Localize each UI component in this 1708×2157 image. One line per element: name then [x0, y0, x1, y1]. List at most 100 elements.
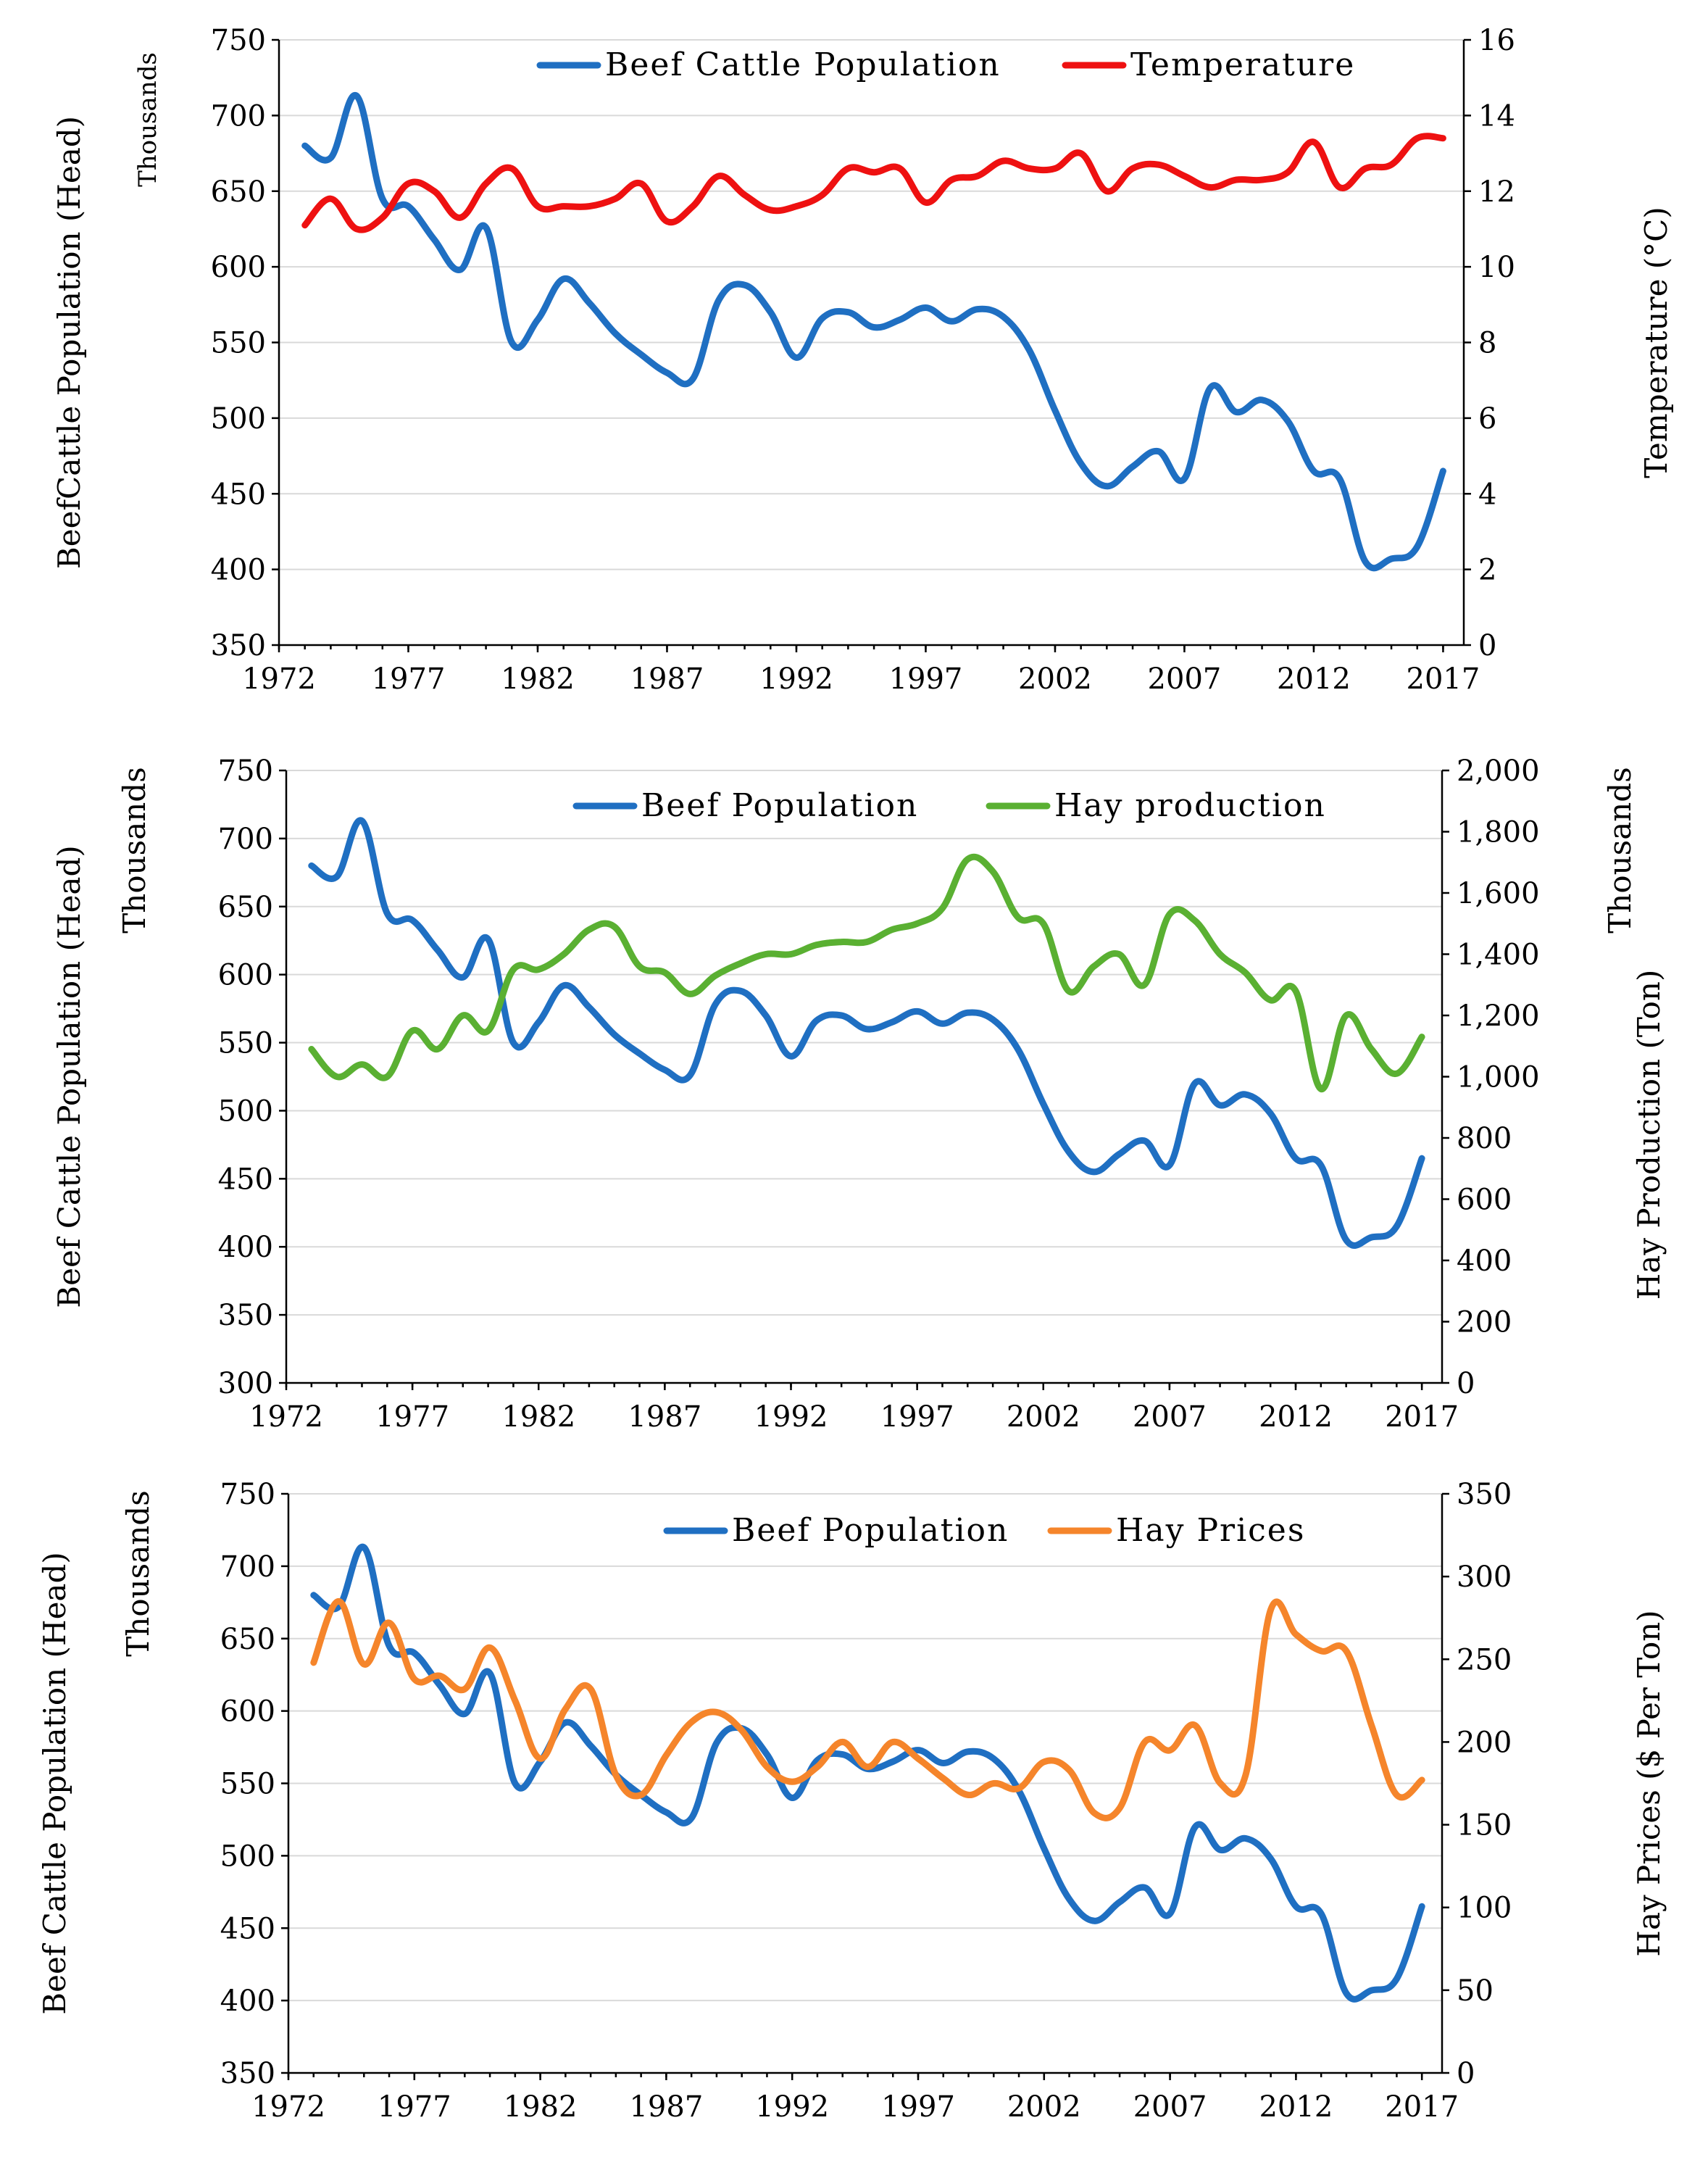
- right-tick-label: 0: [1457, 1367, 1475, 1400]
- right-tick-label: 1,400: [1457, 939, 1540, 972]
- left-tick-label: 450: [218, 1163, 273, 1196]
- left-tick-label: 750: [211, 24, 266, 57]
- x-tick-label: 2017: [1385, 1400, 1459, 1434]
- left-tick-label: 400: [211, 554, 266, 587]
- x-tick-label: 1977: [378, 2090, 451, 2124]
- left-tick-label: 600: [220, 1695, 275, 1729]
- x-tick-label: 2002: [1007, 1400, 1080, 1434]
- left-tick-label: 700: [218, 823, 273, 856]
- x-tick-label: 1987: [628, 1400, 701, 1434]
- legend-label: Beef Cattle Population: [605, 46, 1001, 83]
- x-tick-label: 1997: [881, 2090, 955, 2124]
- right-tick-label: 0: [1457, 2057, 1475, 2090]
- x-tick-label: 2002: [1018, 662, 1092, 696]
- x-tick-label: 1982: [501, 1400, 575, 1434]
- x-tick-label: 2007: [1133, 1400, 1207, 1434]
- right-tick-label: 4: [1478, 478, 1496, 511]
- left-tick-label: 650: [220, 1623, 275, 1656]
- x-tick-label: 2002: [1007, 2090, 1081, 2124]
- x-tick-label: 2012: [1259, 1400, 1333, 1434]
- legend-label: Beef Population: [732, 1512, 1009, 1549]
- left-tick-label: 550: [220, 1768, 275, 1801]
- series-line-hay-prices: [310, 1597, 1425, 1821]
- x-tick-label: 1987: [629, 2090, 703, 2124]
- series-line-beef-population: [310, 1543, 1425, 2003]
- right-tick-label: 14: [1478, 99, 1515, 133]
- left-tick-label: 350: [211, 629, 266, 662]
- right-axis-label: Hay Prices ($ Per Ton): [1631, 1610, 1667, 1956]
- left-tick-label: 750: [220, 1478, 275, 1511]
- right-tick-label: 100: [1457, 1892, 1512, 1925]
- series-line-temperature: [301, 133, 1446, 233]
- right-tick-label: 1,600: [1457, 877, 1540, 910]
- right-tick-label: 50: [1457, 1974, 1494, 2008]
- right-tick-label: 2,000: [1457, 755, 1540, 788]
- right-tick-label: 1,000: [1457, 1061, 1540, 1094]
- left-tick-label: 400: [218, 1231, 273, 1264]
- left-tick-label: 400: [220, 1984, 275, 2018]
- left-tick-label: 600: [211, 251, 266, 284]
- x-tick-label: 1982: [504, 2090, 578, 2124]
- x-tick-label: 1972: [249, 1400, 323, 1434]
- x-tick-label: 2007: [1133, 2090, 1207, 2124]
- right-tick-label: 2: [1478, 554, 1496, 587]
- x-tick-label: 2007: [1148, 662, 1222, 696]
- x-tick-label: 2017: [1407, 662, 1480, 696]
- left-tick-label: 550: [211, 327, 266, 360]
- right-tick-label: 0: [1478, 629, 1496, 662]
- left-tick-label: 350: [220, 2057, 275, 2090]
- right-tick-label: 600: [1457, 1184, 1512, 1217]
- x-tick-label: 2012: [1277, 662, 1351, 696]
- x-tick-label: 1992: [754, 1400, 828, 1434]
- left-axis-label: BeefCattle Population (Head): [51, 116, 87, 569]
- right-tick-label: 1,800: [1457, 816, 1540, 849]
- x-tick-label: 1987: [630, 662, 704, 696]
- x-tick-label: 1977: [375, 1400, 449, 1434]
- right-tick-label: 400: [1457, 1244, 1512, 1278]
- right-axis-label: Temperature (°C): [1638, 207, 1674, 478]
- series-line-beef-cattle-population: [301, 92, 1446, 572]
- left-units-label: Thousands: [120, 1490, 156, 1656]
- x-tick-label: 1997: [889, 662, 963, 696]
- chart-panel-1: 350 400 450 500 550 600 650 700 750 0 2 4 6 8 10 12 14 16…: [51, 24, 1674, 696]
- left-tick-label: 600: [218, 959, 273, 992]
- series-line-hay-production: [308, 853, 1425, 1092]
- left-axis-label: Beef Cattle Population (Head): [51, 845, 87, 1308]
- x-tick-label: 1997: [880, 1400, 954, 1434]
- left-axis-label: Beef Cattle Population (Head): [37, 1552, 72, 2014]
- left-tick-label: 500: [218, 1094, 273, 1128]
- x-tick-label: 1982: [501, 662, 575, 696]
- x-tick-label: 1977: [372, 662, 446, 696]
- left-tick-label: 550: [218, 1027, 273, 1060]
- right-tick-label: 250: [1457, 1643, 1512, 1676]
- right-units-label: Thousands: [1602, 767, 1638, 933]
- left-tick-label: 300: [218, 1367, 273, 1400]
- x-tick-label: 1992: [755, 2090, 829, 2124]
- right-tick-label: 350: [1457, 1478, 1512, 1511]
- left-tick-label: 700: [220, 1550, 275, 1584]
- left-tick-label: 500: [211, 402, 266, 436]
- legend-label: Beef Population: [641, 787, 918, 824]
- right-tick-label: 150: [1457, 1809, 1512, 1842]
- right-tick-label: 10: [1478, 251, 1515, 284]
- left-tick-label: 750: [218, 755, 273, 788]
- right-tick-label: 200: [1457, 1726, 1512, 1759]
- chart-panel-2: 300 350 400 450 500 550 600 650 700 750 0 200 400 600…: [51, 755, 1667, 1434]
- right-tick-label: 800: [1457, 1122, 1512, 1155]
- x-tick-label: 2017: [1385, 2090, 1459, 2124]
- left-tick-label: 650: [211, 175, 266, 209]
- left-tick-label: 450: [211, 478, 266, 511]
- left-units-label: Thousands: [117, 767, 152, 933]
- left-tick-label: 650: [218, 891, 273, 924]
- series-line-beef-population: [308, 817, 1425, 1249]
- left-tick-label: 350: [218, 1299, 273, 1332]
- left-units-label: Thousands: [133, 52, 162, 187]
- right-tick-label: 200: [1457, 1306, 1512, 1339]
- right-axis-label: Hay Production (Ton): [1631, 970, 1667, 1300]
- legend-label: Temperature: [1130, 46, 1355, 83]
- right-tick-label: 8: [1478, 327, 1496, 360]
- x-tick-label: 2012: [1259, 2090, 1333, 2124]
- left-tick-label: 500: [220, 1840, 275, 1873]
- x-tick-label: 1992: [759, 662, 833, 696]
